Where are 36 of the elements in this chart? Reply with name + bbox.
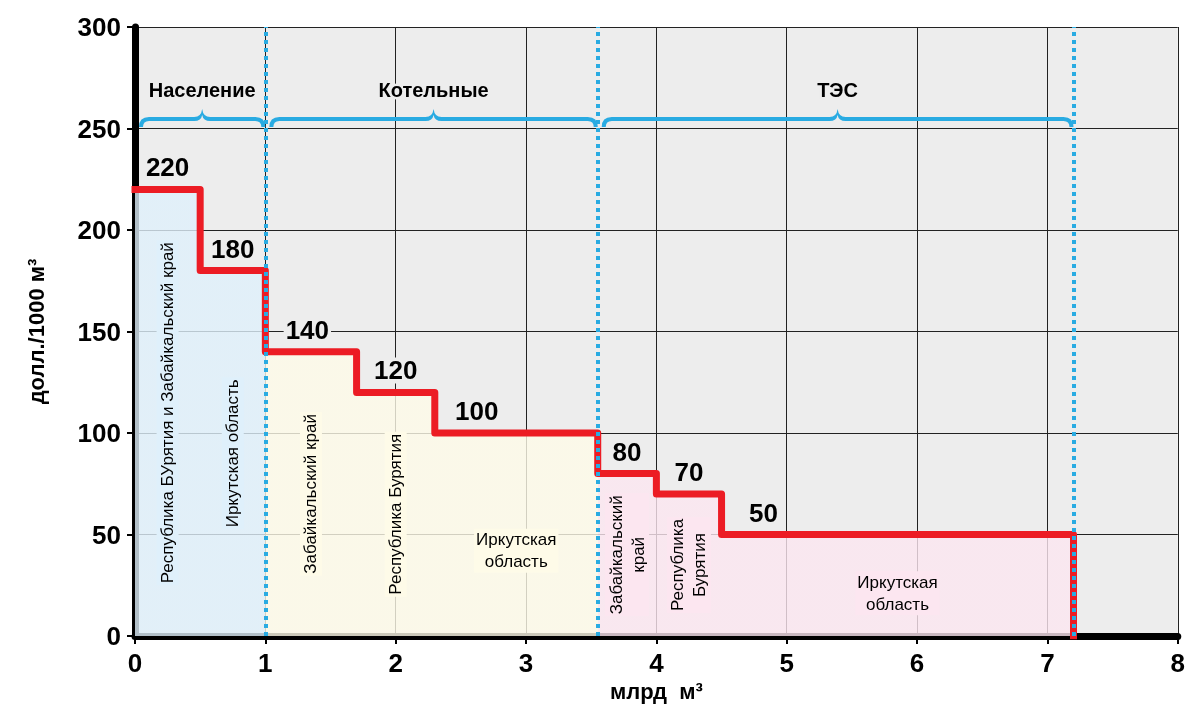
x-tick-label: 0 xyxy=(127,648,143,678)
data-label: 50 xyxy=(749,497,779,528)
x-tick-label: 5 xyxy=(779,648,794,678)
annotation: Население xyxy=(148,79,256,101)
data-label: 140 xyxy=(285,314,330,345)
x-tick-label: 3 xyxy=(518,648,534,678)
data-label: 80 xyxy=(612,436,642,467)
x-tick-label: 8 xyxy=(1170,648,1185,678)
annotation: Иркутская область xyxy=(223,379,243,528)
data-label: 70 xyxy=(674,456,704,487)
y-tick-label: 150 xyxy=(77,316,121,347)
y-tick-label: 200 xyxy=(77,215,121,245)
data-label: 100 xyxy=(455,396,499,426)
annotation: Забайкальский край xyxy=(301,414,321,574)
y-tick-label: 250 xyxy=(77,113,121,144)
y-tick-label: 100 xyxy=(77,418,121,448)
annotation: Забайкальский край xyxy=(606,495,648,615)
x-tick-label: 7 xyxy=(1040,648,1055,678)
x-tick-label: 4 xyxy=(649,648,665,678)
annotation: Республика Бурятия xyxy=(668,518,710,611)
data-label: 120 xyxy=(374,355,418,386)
annotation: Республика Бурятия xyxy=(386,433,406,595)
x-axis-title: млрд м³ xyxy=(609,679,703,705)
x-tick-label: 6 xyxy=(909,648,925,678)
annotation: Республика БУрятия и Забайкальский край xyxy=(158,242,178,584)
data-label: 180 xyxy=(211,233,255,264)
y-tick-label: 0 xyxy=(106,621,121,651)
x-tick-label: 2 xyxy=(388,648,403,678)
annotation: Иркутская область xyxy=(476,530,557,572)
data-label: 220 xyxy=(145,152,190,183)
x-tick-label: 1 xyxy=(258,648,273,678)
annotation: ТЭС xyxy=(817,79,859,101)
annotation: Иркутская область xyxy=(857,572,938,614)
y-tick-label: 300 xyxy=(77,12,121,42)
y-axis-title: долл./1000 м³ xyxy=(23,258,49,405)
y-tick-label: 50 xyxy=(92,519,121,550)
